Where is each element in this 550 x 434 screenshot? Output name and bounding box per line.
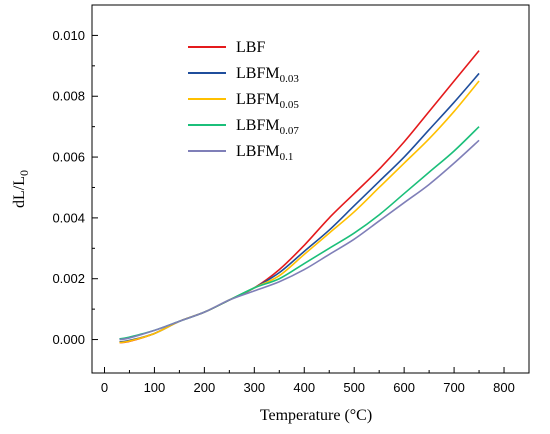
y-tick-label: 0.006 <box>52 150 85 165</box>
legend-label-name: LBFM <box>236 117 280 134</box>
y-tick-label: 0.008 <box>52 89 85 104</box>
y-tick-label: 0.004 <box>52 210 85 225</box>
y-axis-title-main: dL/L <box>11 176 28 208</box>
legend-label-name: LBFM <box>236 65 280 82</box>
x-tick-label: 200 <box>194 380 216 395</box>
x-tick-label: 500 <box>343 380 365 395</box>
y-tick-label: 0.002 <box>52 271 85 286</box>
x-tick-label: 600 <box>393 380 415 395</box>
plot-frame <box>91 4 530 374</box>
legend-label-subscript: 0.07 <box>280 125 300 137</box>
x-tick-label: 0 <box>101 380 108 395</box>
x-tick-label: 800 <box>493 380 515 395</box>
x-axis: 0 100 200 300 400 500 600 700 800 <box>101 367 515 395</box>
series-line-4 <box>119 139 480 341</box>
legend-label-2: LBFM0.05 <box>236 91 299 111</box>
y-tick-label: 0.000 <box>52 332 85 347</box>
y-axis-title: dL/L0 <box>11 170 31 208</box>
legend-label-name: LBFM <box>236 91 280 108</box>
legend-label-1: LBFM0.03 <box>236 65 299 85</box>
y-tick-label: 0.010 <box>52 28 85 43</box>
series-lines <box>119 50 480 344</box>
x-tick-label: 300 <box>243 380 265 395</box>
series-line-0 <box>119 50 480 344</box>
series-line-3 <box>119 126 480 340</box>
x-tick-label: 100 <box>144 380 166 395</box>
x-axis-title: Temperature (°C) <box>260 407 372 424</box>
legend-label-0: LBF <box>236 39 265 56</box>
x-tick-label: 700 <box>443 380 465 395</box>
y-axis: 0.000 0.002 0.004 0.006 0.008 0.010 <box>52 28 98 347</box>
legend-label-4: LBFM0.1 <box>236 143 293 163</box>
y-axis-title-subscript: 0 <box>17 170 31 176</box>
legend-label-subscript: 0.1 <box>280 151 294 163</box>
legend-label-3: LBFM0.07 <box>236 117 299 137</box>
legend-label-subscript: 0.03 <box>280 73 300 85</box>
x-tick-label: 400 <box>293 380 315 395</box>
series-line-1 <box>119 72 480 343</box>
series-line-2 <box>119 80 480 344</box>
legend-label-name: LBF <box>236 39 265 56</box>
legend-label-subscript: 0.05 <box>280 99 300 111</box>
legend-label-name: LBFM <box>236 143 280 160</box>
